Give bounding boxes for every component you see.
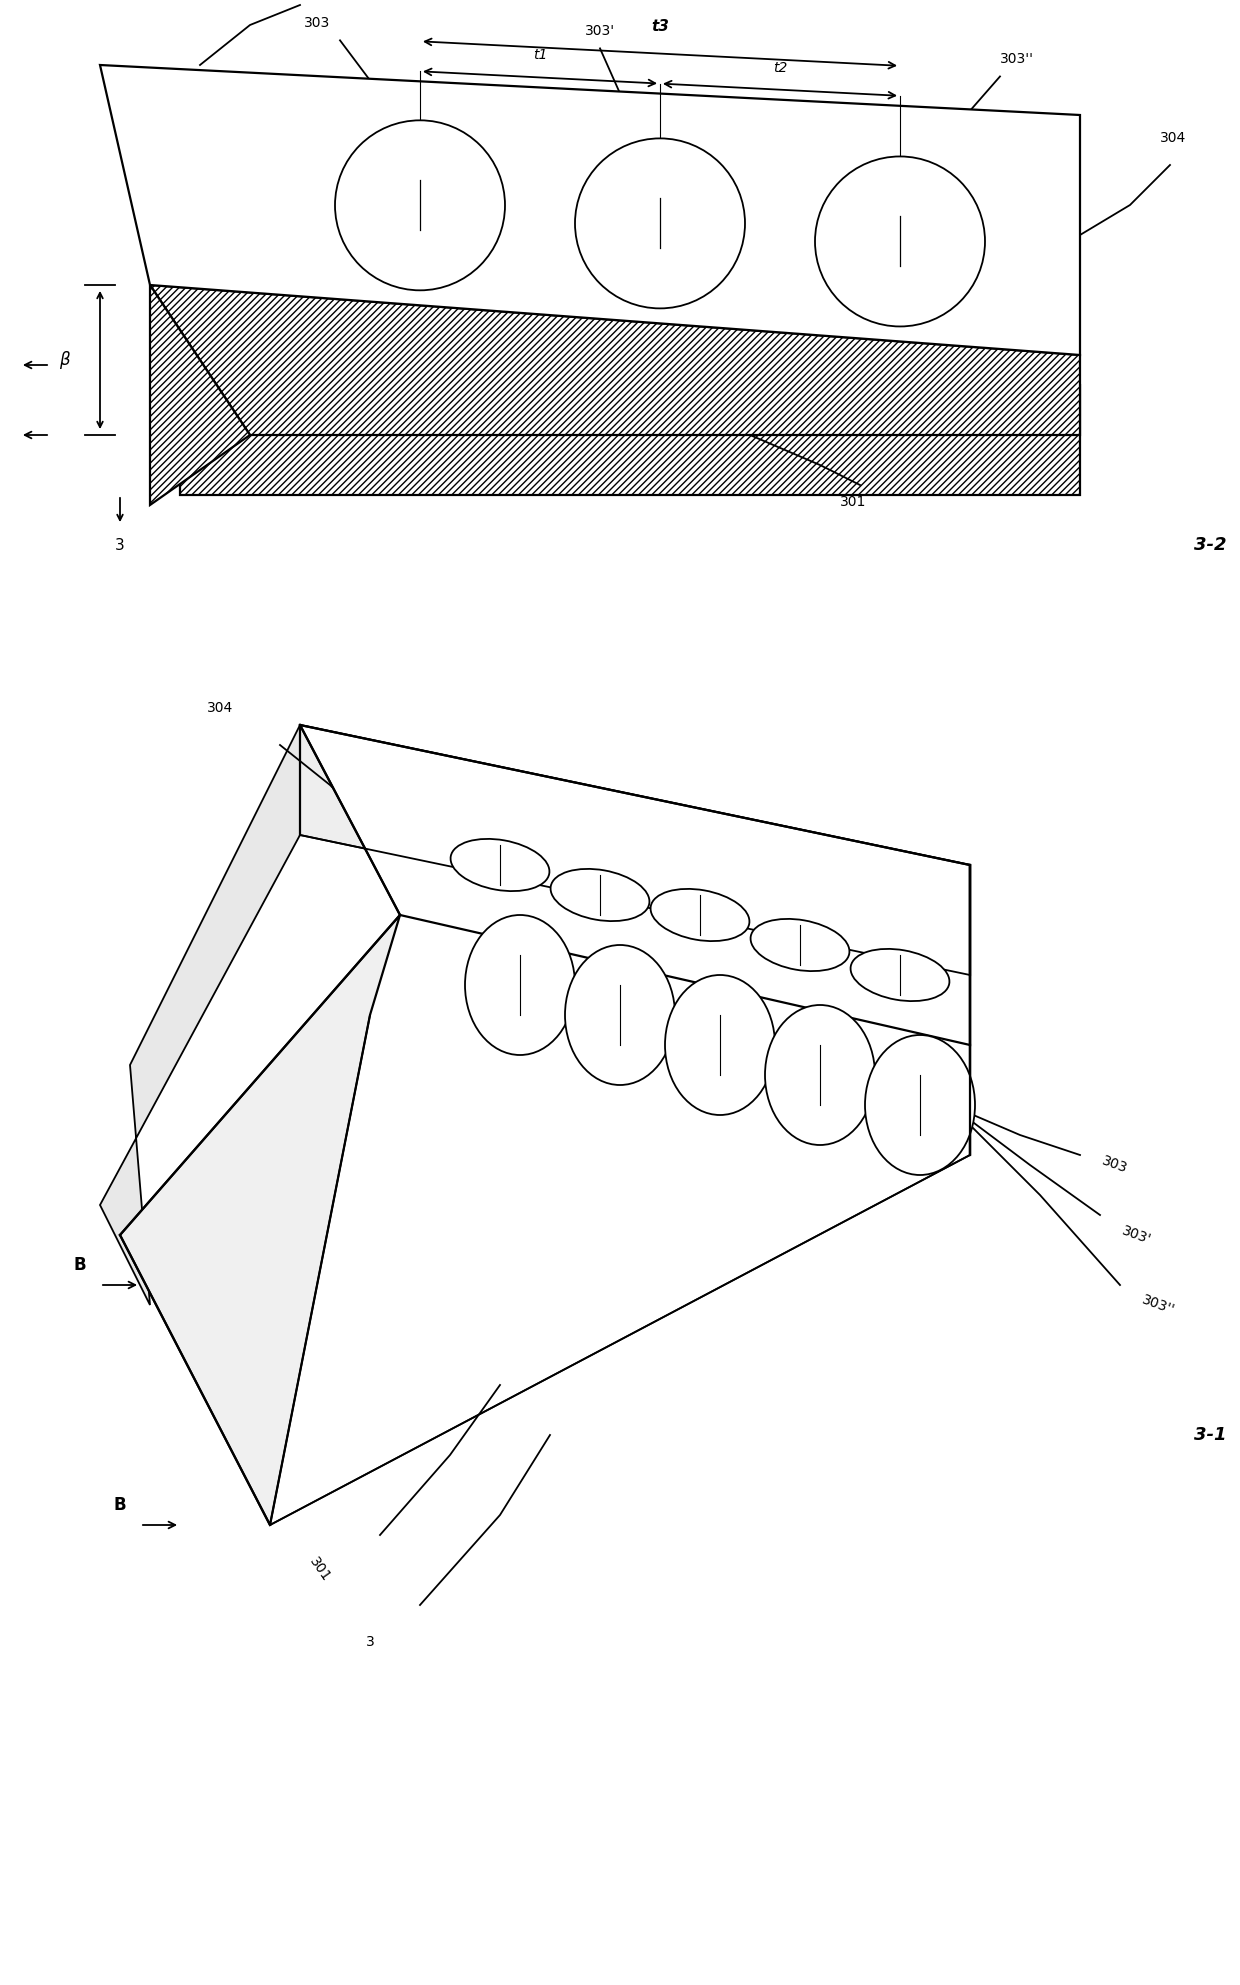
Polygon shape: [180, 266, 1080, 494]
Text: 3: 3: [366, 1636, 374, 1650]
Text: t3: t3: [651, 18, 668, 34]
Ellipse shape: [450, 840, 549, 891]
Polygon shape: [100, 66, 1080, 355]
Text: 304: 304: [1159, 131, 1187, 145]
Text: B: B: [73, 1257, 87, 1274]
Text: β: β: [60, 351, 69, 369]
Ellipse shape: [765, 1004, 875, 1145]
Text: t1: t1: [533, 48, 547, 62]
Text: 304: 304: [207, 701, 233, 715]
Text: 303: 303: [304, 16, 330, 30]
Text: t2: t2: [773, 62, 787, 75]
Polygon shape: [150, 286, 1080, 435]
Polygon shape: [300, 725, 970, 975]
Circle shape: [815, 157, 985, 326]
Text: 303'': 303'': [1140, 1292, 1177, 1318]
Text: 3-2: 3-2: [1194, 536, 1226, 554]
Ellipse shape: [551, 869, 650, 921]
Text: 303': 303': [1120, 1223, 1153, 1247]
Text: 303'': 303'': [999, 52, 1034, 66]
Text: 3: 3: [115, 538, 125, 552]
Ellipse shape: [866, 1034, 975, 1175]
Text: 301: 301: [839, 494, 867, 508]
Polygon shape: [300, 725, 970, 1044]
Ellipse shape: [750, 919, 849, 971]
Polygon shape: [100, 725, 300, 1304]
Ellipse shape: [851, 949, 950, 1000]
Polygon shape: [120, 915, 401, 1524]
Ellipse shape: [465, 915, 575, 1054]
Text: 301: 301: [306, 1554, 334, 1584]
Circle shape: [575, 139, 745, 308]
Circle shape: [335, 121, 505, 290]
Polygon shape: [150, 286, 250, 504]
Text: 303: 303: [1100, 1153, 1130, 1175]
Text: B: B: [114, 1497, 126, 1515]
Ellipse shape: [651, 889, 749, 941]
Text: 3-1: 3-1: [1194, 1425, 1226, 1443]
Ellipse shape: [665, 975, 775, 1116]
Text: 303': 303': [585, 24, 615, 38]
Ellipse shape: [565, 945, 675, 1086]
